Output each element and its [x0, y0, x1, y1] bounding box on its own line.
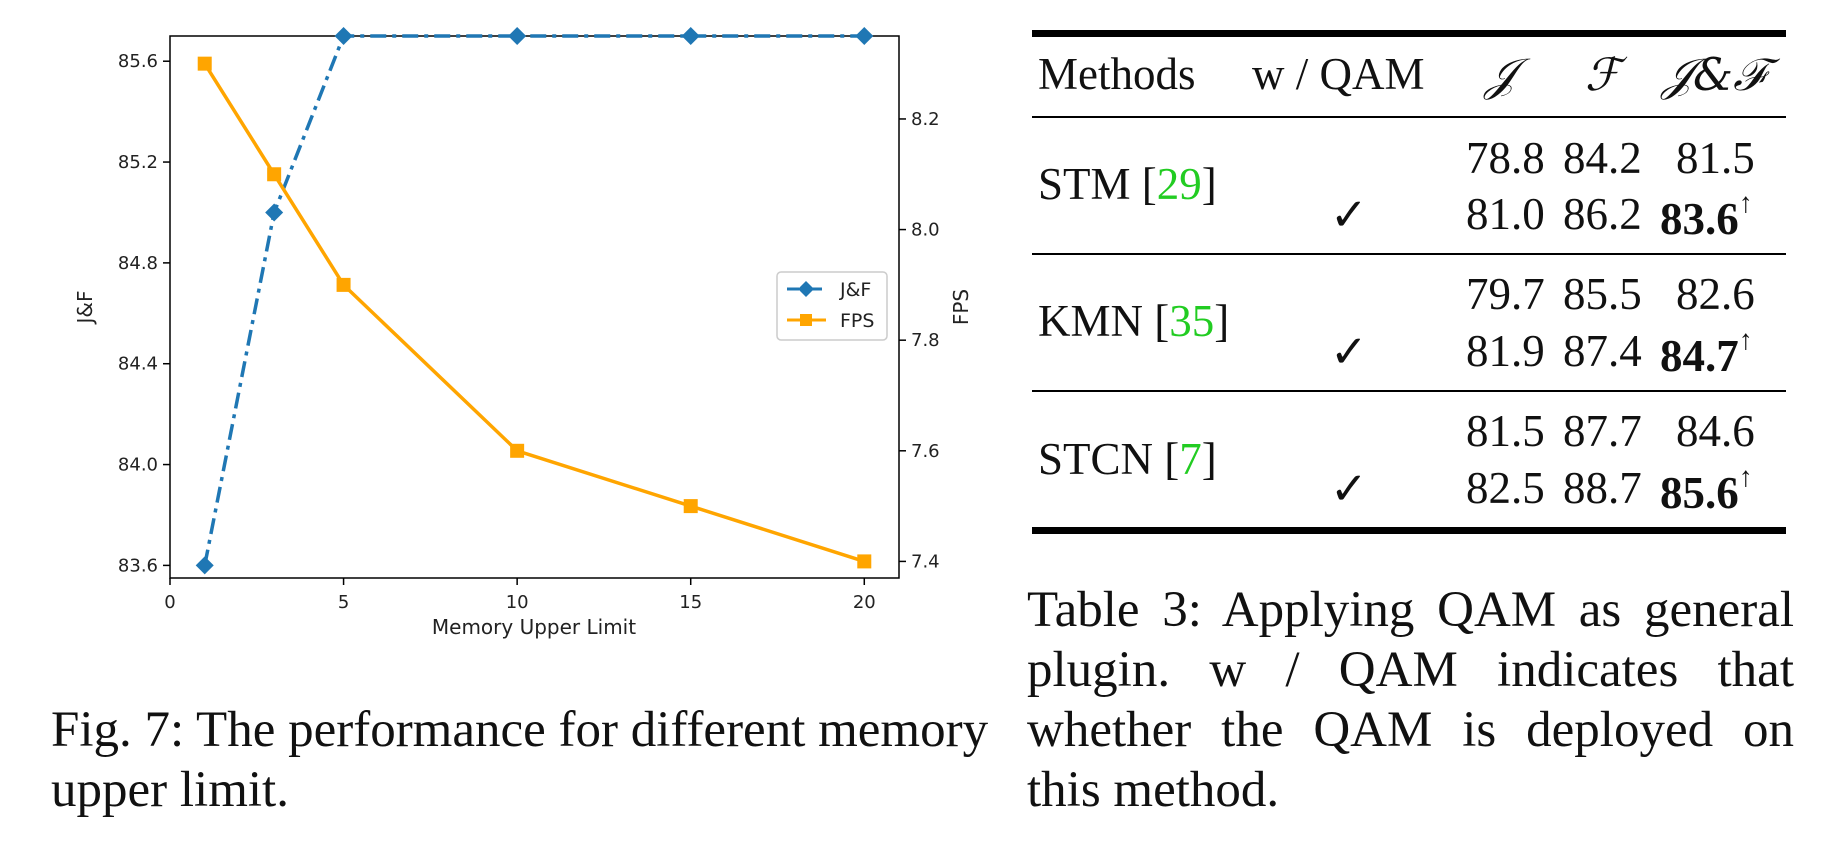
method-label: STCN: [1038, 434, 1154, 484]
citation-link[interactable]: 29: [1156, 159, 1202, 209]
j-value: 81.0: [1466, 189, 1545, 239]
left-axis-ticks: 83.6 84.0 84.4 84.8 85.2 85.6: [118, 51, 170, 576]
table-top-rule: [1032, 30, 1786, 37]
method-label: STM: [1038, 159, 1131, 209]
table-bottom-rule: [1032, 527, 1786, 534]
j-value: 78.8: [1466, 133, 1545, 183]
x-axis-label: Memory Upper Limit: [432, 615, 636, 639]
x-tick-label: 10: [506, 592, 529, 613]
legend-fps-label: FPS: [840, 310, 874, 332]
right-axis-label: FPS: [949, 289, 973, 325]
right-tick-label: 7.8: [911, 330, 940, 351]
legend-jf-marker: [798, 281, 814, 297]
up-arrow-icon: ↑: [1738, 462, 1753, 493]
series-line-jf: [202, 34, 865, 566]
data-point-jf: [195, 556, 214, 575]
qam-checkmark: ✓: [1330, 327, 1368, 377]
data-point-jf: [508, 27, 527, 45]
citation-link[interactable]: 7: [1179, 434, 1202, 484]
j-value: 81.5: [1466, 406, 1545, 456]
data-point-jf: [265, 203, 284, 222]
jf-best-value: 83.6↑: [1660, 188, 1753, 245]
x-axis-ticks: 0 5 10 15 20: [164, 578, 876, 613]
method-name: KMN [35]: [1038, 296, 1230, 346]
method-name: STCN [7]: [1038, 434, 1217, 484]
jf-value: 81.5: [1676, 133, 1755, 183]
qam-checkmark: ✓: [1330, 190, 1368, 240]
header-jf: 𝒥&ℱ: [1662, 48, 1767, 101]
figure-caption-label: Fig. 7:: [51, 702, 185, 758]
x-tick-label: 20: [853, 592, 876, 613]
method-label: KMN: [1038, 296, 1144, 346]
jf-bold-value: 85.6: [1660, 468, 1739, 518]
data-point-jf: [855, 27, 874, 45]
f-value: 87.4: [1563, 326, 1642, 376]
table-caption: Table 3: Applying QAM as general plugin.…: [1027, 580, 1794, 820]
right-tick-label: 7.4: [911, 551, 940, 572]
data-point-fps: [197, 56, 212, 71]
header-rule: [1032, 116, 1786, 118]
f-value: 84.2: [1563, 133, 1642, 183]
left-axis-label: J&F: [73, 291, 97, 326]
left-tick-label: 85.2: [118, 152, 158, 173]
group-rule: [1032, 253, 1786, 255]
header-qam: w / QAM: [1252, 49, 1425, 99]
left-tick-label: 83.6: [118, 555, 158, 576]
data-point-fps: [336, 277, 351, 292]
left-tick-label: 84.8: [118, 253, 158, 274]
qam-checkmark: ✓: [1330, 464, 1368, 514]
group-rule: [1032, 390, 1786, 392]
left-tick-label: 84.0: [118, 455, 158, 476]
citation-link[interactable]: 35: [1169, 296, 1215, 346]
legend-jf-label: J&F: [839, 279, 871, 301]
legend-fps-marker: [800, 314, 812, 326]
header-j: 𝒥: [1485, 48, 1517, 101]
x-tick-label: 15: [679, 592, 702, 613]
data-point-jf: [334, 27, 353, 45]
right-tick-label: 8.0: [911, 220, 940, 241]
jf-bold-value: 83.6: [1660, 194, 1739, 244]
header-f: ℱ: [1585, 48, 1621, 101]
right-tick-label: 8.2: [911, 109, 940, 130]
data-point-fps: [683, 499, 698, 514]
performance-chart: 0 5 10 15 20 83.6 84.0 84.4 84.8 85.2 85.6 7.4 7.6…: [73, 27, 973, 639]
series-layer: [195, 27, 874, 575]
f-value: 88.7: [1563, 463, 1642, 513]
figure-caption-text: The performance for different memory upp…: [51, 702, 989, 818]
up-arrow-icon: ↑: [1738, 188, 1753, 219]
data-point-fps: [857, 554, 872, 569]
data-point-fps: [267, 167, 282, 182]
jf-best-value: 84.7↑: [1660, 325, 1753, 382]
f-value: 85.5: [1563, 269, 1642, 319]
up-arrow-icon: ↑: [1738, 325, 1753, 356]
table-caption-text: Applying QAM as general plugin. w / QAM …: [1027, 582, 1795, 818]
j-value: 79.7: [1466, 269, 1545, 319]
x-tick-label: 5: [338, 592, 349, 613]
jf-value: 82.6: [1676, 269, 1755, 319]
left-tick-label: 84.4: [118, 354, 158, 375]
f-value: 86.2: [1563, 189, 1642, 239]
legend: J&F FPS: [776, 271, 888, 341]
header-methods: Methods: [1038, 49, 1196, 99]
j-value: 81.9: [1466, 326, 1545, 376]
left-tick-label: 85.6: [118, 51, 158, 72]
jf-best-value: 85.6↑: [1660, 462, 1753, 519]
right-axis-ticks: 7.4 7.6 7.8 8.0 8.2: [899, 109, 940, 572]
series-line-fps: [203, 62, 865, 564]
right-tick-label: 7.6: [911, 441, 940, 462]
data-point-fps: [510, 443, 525, 458]
table-caption-label: Table 3:: [1027, 582, 1202, 638]
jf-bold-value: 84.7: [1660, 331, 1739, 381]
j-value: 82.5: [1466, 463, 1545, 513]
method-name: STM [29]: [1038, 159, 1217, 209]
data-point-jf: [681, 27, 700, 45]
f-value: 87.7: [1563, 406, 1642, 456]
x-tick-label: 0: [164, 592, 175, 613]
jf-value: 84.6: [1676, 406, 1755, 456]
figure-caption: Fig. 7: The performance for different me…: [51, 700, 1001, 820]
